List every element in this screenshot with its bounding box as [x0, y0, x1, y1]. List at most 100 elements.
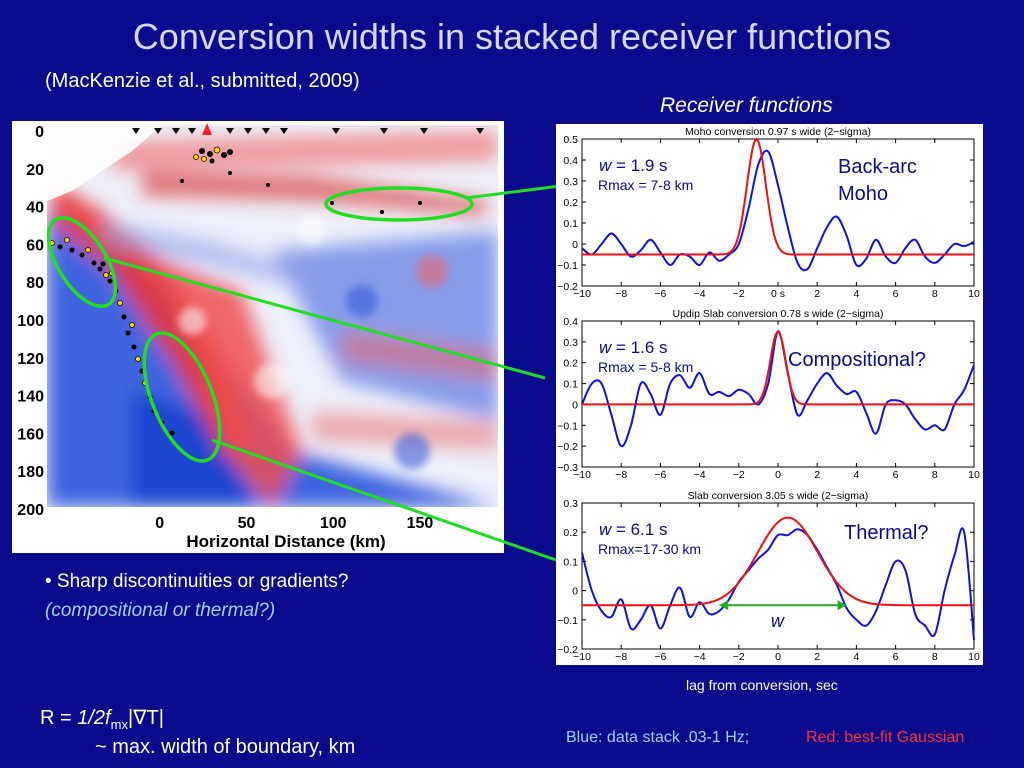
subplot-title: Slab conversion 3.05 s wide (2−sigma): [688, 490, 869, 502]
formula-r: R = 1/2fmx|∇T|: [40, 705, 164, 732]
x-tick-label: 8: [932, 288, 938, 300]
x-tick-label: −8: [615, 469, 627, 481]
x-tick-label: 0: [775, 651, 781, 663]
x-tick-label: −10: [573, 288, 591, 300]
x-tick-label: −8: [615, 651, 627, 663]
subplot-title: Updip Slab conversion 0.78 s wide (2−sig…: [673, 308, 884, 320]
y-tick-label: 0.3: [563, 176, 578, 188]
depth-tick-label: 100: [17, 313, 44, 330]
depth-tick-label: 60: [26, 237, 44, 254]
depth-tick-label: 160: [17, 426, 44, 443]
x-tick-label: 6: [893, 288, 899, 300]
y-tick-label: −0.2: [557, 441, 578, 453]
x-tick-label: 0: [775, 469, 781, 481]
gaussian-fit-line: [582, 137, 974, 256]
width-arrow-left-head: [719, 600, 729, 611]
depth-tick-label: 20: [26, 162, 44, 179]
y-tick-label: −0.1: [557, 615, 578, 627]
y-tick-label: −0.1: [557, 420, 578, 432]
x-tick-label: 2: [814, 469, 820, 481]
depth-tick-label: 120: [17, 351, 44, 368]
y-tick-label: −0.2: [557, 281, 578, 293]
x-tick-label: 2: [814, 651, 820, 663]
interpretation-label: Thermal?: [844, 522, 928, 544]
y-tick-label: 0.4: [563, 155, 578, 167]
x-tick-label: −10: [573, 651, 591, 663]
y-tick-label: 0: [572, 586, 578, 598]
width-arrow-right-head: [837, 600, 847, 611]
lag-axis-label: lag from conversion, sec: [686, 677, 838, 693]
citation: (MacKenzie et al., submitted, 2009): [45, 70, 360, 92]
y-tick-label: −0.3: [557, 462, 578, 474]
depth-tick-label: 180: [17, 464, 44, 481]
subplot-title: Moho conversion 0.97 s wide (2−sigma): [685, 126, 871, 138]
x-tick-label: −4: [694, 288, 706, 300]
interpretation-label: Moho: [838, 183, 888, 205]
y-tick-label: 0.2: [563, 527, 578, 539]
y-tick-label: 0.3: [563, 498, 578, 510]
data-stack-line: [581, 149, 975, 272]
y-tick-label: 0.4: [563, 316, 578, 328]
rf-subplot-2: Updip Slab conversion 0.78 s wide (2−sig…: [557, 308, 980, 481]
x-tick-label: −6: [654, 288, 666, 300]
x-tick-label: −6: [654, 651, 666, 663]
rmax-annotation: Rmax = 5-8 km: [598, 359, 693, 375]
formula-subscript: mx: [110, 717, 128, 732]
y-tick-label: 0.1: [563, 556, 578, 568]
formula-width-description: ~ max. width of boundary, km: [95, 736, 356, 758]
x-tick-label: 10: [968, 288, 980, 300]
formula-r-label: R =: [40, 707, 78, 729]
interpretation-label: Compositional?: [788, 349, 926, 371]
depth-tick-label: 0: [35, 124, 44, 141]
y-tick-label: 0.2: [563, 358, 578, 370]
gaussian-fit-line: [582, 516, 974, 607]
depth-tick-label: 140: [17, 389, 44, 406]
depth-tick-label: 200: [17, 502, 44, 519]
x-tick-label: −4: [694, 651, 706, 663]
rmax-annotation: Rmax=17-30 km: [598, 541, 701, 557]
distance-tick-label: 150: [407, 515, 434, 532]
width-annotation: w = 1.6 s: [599, 338, 668, 357]
x-tick-label: −2: [733, 288, 745, 300]
bullet-discontinuities: • Sharp discontinuities or gradients?: [45, 571, 349, 592]
y-tick-label: 0.1: [563, 379, 578, 391]
x-tick-label: 8: [932, 469, 938, 481]
x-tick-label: 6: [893, 469, 899, 481]
depth-tick-label: 80: [26, 275, 44, 292]
receiver-function-panel: Moho conversion 0.97 s wide (2−sigma) 0.5…: [556, 124, 983, 665]
x-tick-label: 10: [968, 469, 980, 481]
receiver-functions-heading: Receiver functions: [660, 94, 833, 117]
x-tick-label: −2: [733, 651, 745, 663]
legend-blue-data: Blue: data stack .03-1 Hz;: [566, 729, 750, 746]
heatmap-field: [47, 125, 498, 507]
width-annotation: w = 6.1 s: [599, 520, 668, 539]
x-tick-label: 4: [853, 288, 859, 300]
moho-ellipse: [324, 186, 474, 222]
width-arrow-label: w: [771, 611, 785, 631]
formula-half-f: 1/2f: [77, 707, 111, 729]
x-tick-label: 6: [893, 651, 899, 663]
y-tick-label: 0.2: [563, 197, 578, 209]
x-tick-label: −10: [573, 469, 591, 481]
distance-tick-label: 100: [320, 515, 347, 532]
x-tick-label: 4: [853, 651, 859, 663]
cross-section-image: 0 20 40 60 80 100 120 140 160 180 200 0 50 100 150 Ho…: [12, 121, 504, 553]
x-tick-label: −2: [733, 469, 745, 481]
rf-subplot-1: Moho conversion 0.97 s wide (2−sigma) 0.5…: [557, 126, 980, 300]
legend-red-gaussian: Red: best-fit Gaussian: [806, 729, 965, 746]
x-tick-label: 4: [853, 469, 859, 481]
y-tick-label: 0.5: [563, 134, 578, 146]
formula-gradient: |∇T|: [127, 707, 164, 729]
y-tick-label: −0.2: [557, 644, 578, 656]
station-triangles: [132, 123, 484, 135]
y-tick-label: 0.3: [563, 337, 578, 349]
depth-tick-label: 40: [26, 200, 44, 217]
x-tick-label: 0 s: [771, 288, 785, 300]
y-tick-label: −0.1: [557, 260, 578, 272]
y-tick-label: 0: [572, 239, 578, 251]
x-tick-label: 2: [814, 288, 820, 300]
slide-title: Conversion widths in stacked receiver fu…: [132, 16, 892, 57]
y-tick-label: 0.1: [563, 218, 578, 230]
x-tick-label: 8: [932, 651, 938, 663]
x-tick-label: 10: [968, 651, 980, 663]
